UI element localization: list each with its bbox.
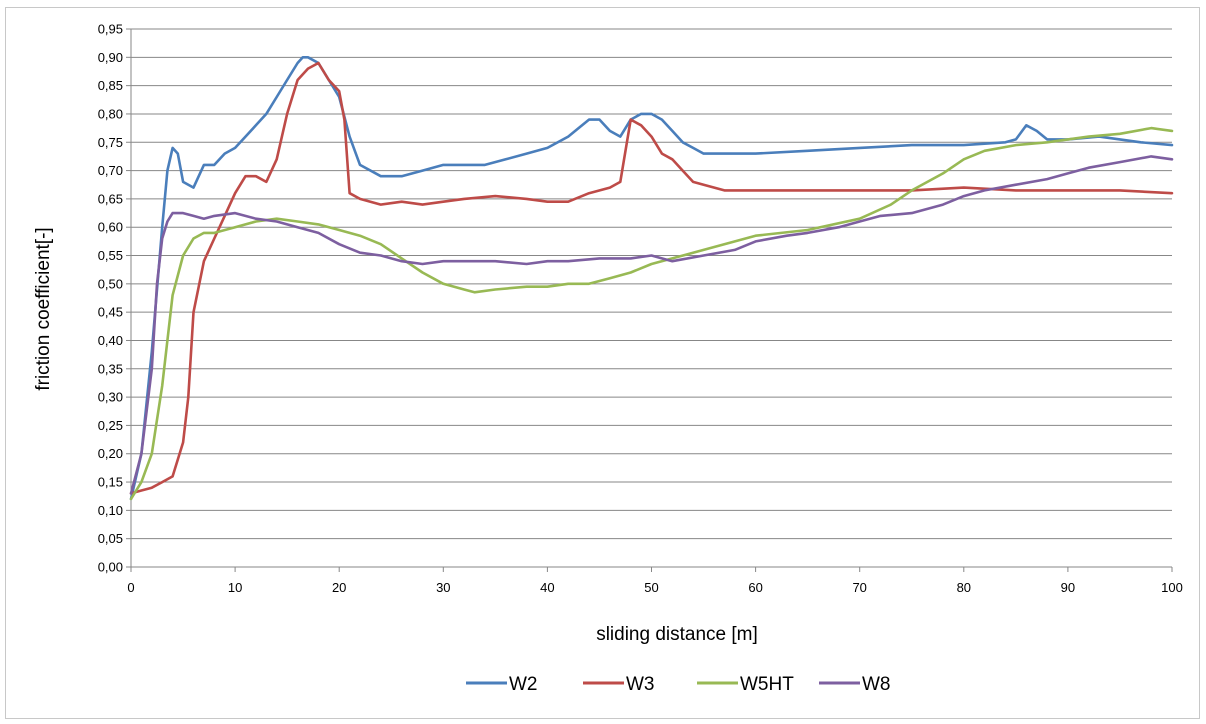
y-tick-label: 0,20 bbox=[98, 446, 123, 461]
x-tick-label: 100 bbox=[1161, 580, 1183, 595]
y-tick-label: 0,05 bbox=[98, 531, 123, 546]
plot-series bbox=[129, 55, 1174, 501]
gridlines bbox=[126, 28, 1173, 572]
y-tick-label: 0,85 bbox=[98, 78, 123, 93]
series-line-w3 bbox=[129, 61, 1174, 495]
y-tick-label: 0,30 bbox=[98, 390, 123, 405]
y-tick-label: 0,90 bbox=[98, 50, 123, 65]
y-tick-label: 0,50 bbox=[98, 276, 123, 291]
y-tick-label: 0,35 bbox=[98, 361, 123, 376]
y-tick-label: 0,65 bbox=[98, 191, 123, 206]
y-tick-label: 0,25 bbox=[98, 418, 123, 433]
y-tick-labels: 0,00 0,05 0,10 0,15 0,20 0,25 0,30 0,35 0,40 0,45… bbox=[98, 22, 123, 575]
x-tick-label: 90 bbox=[1061, 580, 1075, 595]
y-tick-label: 0,15 bbox=[98, 475, 123, 490]
legend-label-w3: W3 bbox=[626, 674, 655, 695]
axes bbox=[130, 29, 1172, 568]
y-tick-label: 0,80 bbox=[98, 106, 123, 121]
x-tick-label: 20 bbox=[332, 580, 346, 595]
y-tick-label: 0,60 bbox=[98, 220, 123, 235]
x-tick-label: 60 bbox=[748, 580, 762, 595]
x-tick-label: 0 bbox=[127, 580, 134, 595]
series-line-w2 bbox=[129, 55, 1174, 501]
legend-label-w8: W8 bbox=[862, 674, 891, 695]
x-tick-label: 30 bbox=[436, 580, 450, 595]
x-tick-label: 70 bbox=[852, 580, 866, 595]
y-tick-label: 0,70 bbox=[98, 163, 123, 178]
legend: W2 W3 W5HT W8 bbox=[466, 674, 891, 695]
series-line-w8 bbox=[129, 155, 1174, 495]
series-line-w5ht bbox=[129, 126, 1174, 501]
x-axis-title: sliding distance [m] bbox=[596, 624, 758, 645]
x-tick-label: 50 bbox=[644, 580, 658, 595]
x-tick-label: 10 bbox=[228, 580, 242, 595]
x-tick-labels: 0 10 20 30 40 50 60 70 80 90 100 bbox=[127, 580, 1182, 595]
y-tick-label: 0,55 bbox=[98, 248, 123, 263]
y-tick-label: 0,95 bbox=[98, 22, 123, 37]
y-tick-label: 0,45 bbox=[98, 305, 123, 320]
y-tick-label: 0,40 bbox=[98, 333, 123, 348]
legend-label-w5ht: W5HT bbox=[740, 674, 794, 695]
y-tick-label: 0,00 bbox=[98, 560, 123, 575]
legend-label-w2: W2 bbox=[509, 674, 538, 695]
x-tick-label: 40 bbox=[540, 580, 554, 595]
chart-area bbox=[5, 7, 1200, 719]
y-tick-label: 0,10 bbox=[98, 503, 123, 518]
y-tick-label: 0,75 bbox=[98, 135, 123, 150]
x-tick-label: 80 bbox=[957, 580, 971, 595]
y-axis-title: friction coefficient[-] bbox=[33, 227, 54, 390]
